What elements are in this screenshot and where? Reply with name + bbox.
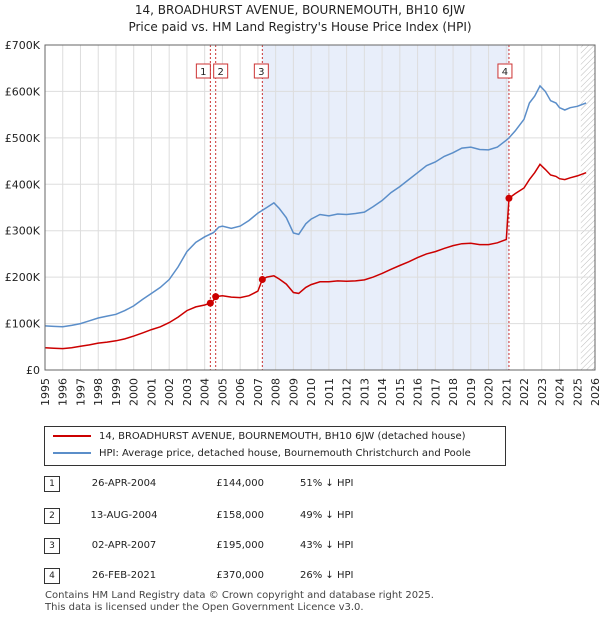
x-tick-label: 2012 (341, 378, 354, 406)
transaction-hpi: 49% ↓ HPI (300, 510, 354, 521)
marker-box-4: 4 (497, 63, 513, 79)
marker-label-1: 1 (200, 67, 206, 78)
y-tick-label: £700K (5, 39, 41, 52)
x-tick-label: 2004 (199, 378, 212, 406)
x-tick-label: 2017 (429, 378, 442, 406)
transaction-number: 4 (44, 568, 60, 584)
transaction-hpi: 26% ↓ HPI (300, 570, 354, 581)
sale-point-2 (212, 293, 220, 301)
property-price-line (44, 163, 587, 350)
x-tick-label: 1999 (110, 378, 123, 406)
x-tick-label: 1996 (57, 378, 70, 406)
x-tick-label: 2013 (358, 378, 371, 406)
legend-label-property: 14, BROADHURST AVENUE, BOURNEMOUTH, BH10… (99, 431, 466, 442)
transaction-date: 02-APR-2007 (91, 540, 157, 551)
x-tick-label: 2018 (447, 378, 460, 406)
transaction-hpi: 51% ↓ HPI (300, 478, 354, 489)
x-tick-label: 2016 (412, 378, 425, 406)
x-tick-label: 1995 (39, 378, 52, 406)
sale-point-4 (505, 194, 513, 202)
transaction-row: 3 02-APR-2007 £195,000 43% ↓ HPI (0, 538, 600, 558)
y-tick-label: £0 (26, 364, 40, 377)
legend: 14, BROADHURST AVENUE, BOURNEMOUTH, BH10… (44, 426, 506, 466)
future-region (580, 45, 595, 370)
plot-border (44, 44, 596, 371)
transaction-row: 1 26-APR-2004 £144,000 51% ↓ HPI (0, 476, 600, 496)
x-tick-label: 2005 (216, 378, 229, 406)
transaction-row: 2 13-AUG-2004 £158,000 49% ↓ HPI (0, 508, 600, 528)
x-tick-label: 2022 (518, 378, 531, 406)
chart-title: 14, BROADHURST AVENUE, BOURNEMOUTH, BH10… (134, 3, 466, 17)
x-tick-label: 2011 (323, 378, 336, 406)
legend-swatch-property (53, 435, 91, 437)
transaction-price: £158,000 (216, 510, 264, 521)
transaction-number: 3 (44, 538, 60, 554)
y-tick-label: £400K (5, 178, 41, 191)
footer-licence: This data is licensed under the Open Gov… (45, 602, 364, 613)
transaction-number: 1 (44, 476, 60, 492)
y-tick-label: £600K (5, 85, 41, 98)
footer-copyright: Contains HM Land Registry data © Crown c… (45, 590, 434, 601)
sale-point-3 (258, 275, 266, 283)
x-tick-label: 2021 (500, 378, 513, 406)
x-tick-label: 2000 (128, 378, 141, 406)
transaction-hpi: 43% ↓ HPI (300, 540, 354, 551)
marker-box-2: 2 (213, 63, 229, 79)
chart-subtitle: Price paid vs. HM Land Registry's House … (128, 20, 472, 34)
x-tick-label: 2007 (252, 378, 265, 406)
sale-point-1 (206, 299, 214, 307)
x-tick-label: 2009 (287, 378, 300, 406)
y-tick-label: £200K (5, 271, 41, 284)
transaction-date: 13-AUG-2004 (90, 510, 158, 521)
transaction-date: 26-APR-2004 (91, 478, 157, 489)
x-tick-label: 2015 (394, 378, 407, 406)
x-tick-label: 2020 (483, 378, 496, 406)
transaction-row: 4 26-FEB-2021 £370,000 26% ↓ HPI (0, 568, 600, 588)
x-tick-label: 2024 (554, 378, 567, 406)
transaction-number: 2 (44, 508, 60, 524)
marker-label-4: 4 (502, 67, 508, 78)
x-tick-label: 2006 (234, 378, 247, 406)
x-tick-label: 1998 (92, 378, 105, 406)
shaded-period (262, 45, 509, 370)
y-tick-label: £100K (5, 318, 41, 331)
x-tick-label: 2008 (270, 378, 283, 406)
marker-box-3: 3 (253, 63, 269, 79)
x-tick-label: 2023 (536, 378, 549, 406)
x-tick-label: 2014 (376, 378, 389, 406)
transaction-price: £195,000 (216, 540, 264, 551)
x-tick-label: 2002 (163, 378, 176, 406)
legend-swatch-hpi (53, 452, 91, 454)
legend-item-hpi: HPI: Average price, detached house, Bour… (53, 446, 471, 462)
x-tick-label: 1997 (74, 378, 87, 406)
y-tick-label: £500K (5, 132, 41, 145)
x-tick-label: 2001 (145, 378, 158, 406)
x-tick-label: 2025 (571, 378, 584, 406)
x-tick-label: 2010 (305, 378, 318, 406)
transaction-date: 26-FEB-2021 (91, 570, 157, 581)
price-chart: £0 £100K £200K £300K £400K £500K £600K £700K 199… (5, 39, 600, 406)
marker-label-3: 3 (258, 67, 264, 78)
legend-item-property: 14, BROADHURST AVENUE, BOURNEMOUTH, BH10… (53, 429, 466, 445)
marker-box-1: 1 (195, 63, 211, 79)
y-tick-label: £300K (5, 225, 41, 238)
transaction-price: £370,000 (216, 570, 264, 581)
hpi-line (44, 84, 587, 328)
x-tick-label: 2003 (181, 378, 194, 406)
legend-label-hpi: HPI: Average price, detached house, Bour… (99, 448, 471, 459)
transaction-price: £144,000 (216, 478, 264, 489)
x-tick-label: 2019 (465, 378, 478, 406)
x-tick-label: 2026 (589, 378, 600, 406)
marker-label-2: 2 (217, 67, 223, 78)
